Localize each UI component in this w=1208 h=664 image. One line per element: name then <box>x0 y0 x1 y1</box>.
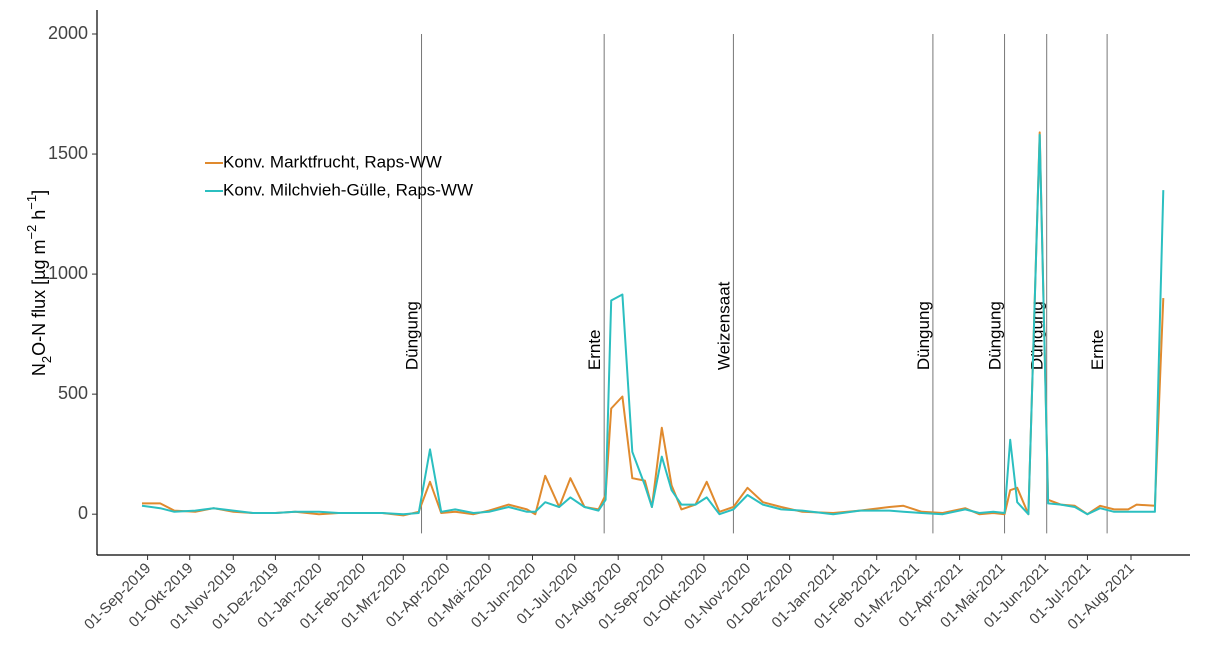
legend-label: Konv. Marktfrucht, Raps-WW <box>223 152 442 171</box>
annotation-label: Düngung <box>914 301 933 370</box>
y-tick-label: 1500 <box>48 143 88 163</box>
legend-label: Konv. Milchvieh-Gülle, Raps-WW <box>223 180 473 199</box>
y-label-part: −1 <box>24 195 39 210</box>
annotation-label: Düngung <box>403 301 422 370</box>
y-label-part: h <box>29 210 49 225</box>
series-line <box>141 133 1165 516</box>
annotation-label: Düngung <box>986 301 1005 370</box>
y-label-part: N <box>29 363 49 376</box>
y-label-part: −2 <box>24 225 39 240</box>
y-tick-label: 2000 <box>48 23 88 43</box>
y-tick-label: 0 <box>78 503 88 523</box>
annotation-label: Ernte <box>1088 329 1107 370</box>
y-label-part: O-N flux [µg m <box>29 240 49 356</box>
y-tick-label: 1000 <box>48 263 88 283</box>
y-label-part: 2 <box>39 356 54 363</box>
annotation-label: Weizensaat <box>714 281 733 370</box>
y-tick-label: 500 <box>58 383 88 403</box>
y-label-part: ] <box>29 190 49 195</box>
annotation-label: Ernte <box>585 329 604 370</box>
y-axis-label: N2O-N flux [µg m−2 h−1] <box>24 190 54 376</box>
